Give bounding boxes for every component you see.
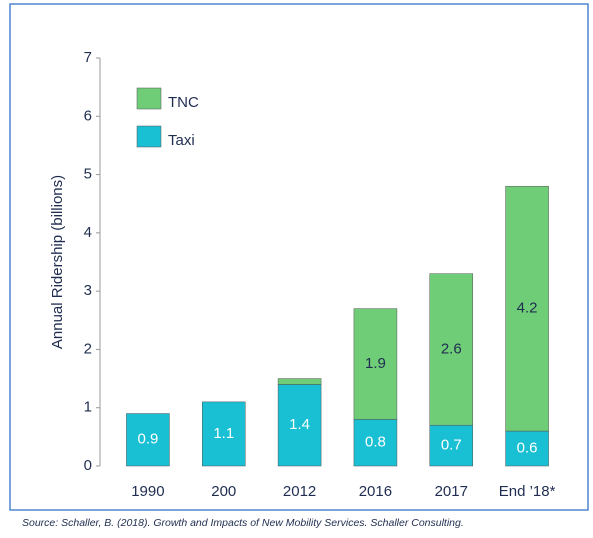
y-axis-label: Annual Ridership (billions) xyxy=(49,175,66,349)
y-tick-label: 3 xyxy=(84,282,92,299)
value-label: 0.8 xyxy=(365,434,386,451)
value-label: 2.6 xyxy=(441,340,462,357)
x-tick-label: End ’18* xyxy=(499,483,556,500)
legend-label: TNC xyxy=(168,94,199,111)
bar-segment xyxy=(353,308,398,420)
y-tick-label: 4 xyxy=(84,224,92,241)
bar-segment xyxy=(126,413,170,467)
bar-segment xyxy=(429,273,473,426)
x-tick-label: 2012 xyxy=(283,483,316,500)
bar-segment xyxy=(429,424,473,467)
source: Source: Schaller, B. (2018). Growth and … xyxy=(22,517,464,529)
y-tick-label: 7 xyxy=(84,49,92,66)
value-label: 0.7 xyxy=(441,437,462,454)
y-tick-label: 5 xyxy=(84,166,92,183)
value-label: 1.9 xyxy=(365,355,386,372)
y-tick-label: 2 xyxy=(84,340,92,357)
y-tick-label: 0 xyxy=(84,457,92,474)
bar-segment xyxy=(505,430,549,467)
bar-segment xyxy=(277,378,322,385)
frame xyxy=(9,3,589,511)
bar-segment xyxy=(505,185,549,432)
value-label: 1.1 xyxy=(213,425,234,442)
x-tick-label: 1990 xyxy=(131,483,164,500)
y-tick-label: 1 xyxy=(84,399,92,416)
bar-segment xyxy=(202,401,246,467)
value-label: 1.4 xyxy=(289,416,310,433)
value-label: 4.2 xyxy=(517,300,538,317)
bar-segment xyxy=(353,419,398,467)
legend-label: Taxi xyxy=(168,132,195,149)
x-tick-label: 200 xyxy=(211,483,236,500)
x-tick-label: 2016 xyxy=(359,483,392,500)
x-tick-label: 2017 xyxy=(435,483,468,500)
legend-swatch xyxy=(136,87,162,110)
value-label: 0.6 xyxy=(517,439,538,456)
legend-swatch xyxy=(136,125,162,148)
y-tick-label: 6 xyxy=(84,107,92,124)
value-label: 0.9 xyxy=(137,431,158,448)
